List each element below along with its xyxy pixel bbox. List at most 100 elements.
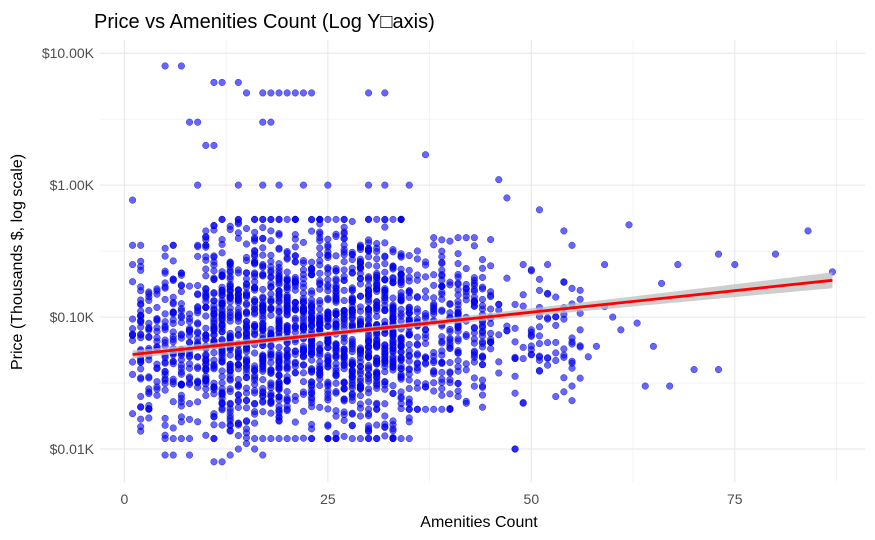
data-point	[413, 308, 421, 316]
data-point	[487, 236, 495, 244]
data-point	[544, 339, 552, 347]
data-point	[210, 275, 218, 283]
data-point	[169, 435, 177, 443]
data-point	[251, 215, 259, 223]
data-point	[552, 356, 560, 365]
data-point	[153, 334, 161, 342]
data-point	[218, 240, 226, 248]
data-point	[365, 371, 373, 379]
data-point	[291, 252, 299, 260]
data-point	[185, 318, 194, 326]
data-point	[560, 345, 568, 353]
data-point	[446, 405, 454, 413]
data-point	[226, 414, 234, 422]
data-point	[487, 345, 495, 353]
data-point	[234, 325, 242, 334]
data-point	[405, 414, 413, 422]
data-point	[194, 353, 202, 361]
data-point	[161, 431, 169, 439]
data-point	[251, 269, 259, 277]
data-point	[470, 274, 478, 282]
data-point	[413, 405, 421, 413]
data-point	[438, 391, 446, 399]
data-point	[373, 368, 381, 376]
data-point	[487, 288, 495, 296]
data-point	[381, 306, 389, 315]
data-point	[454, 357, 462, 365]
data-point	[251, 349, 259, 357]
x-tick-label: 0	[121, 491, 129, 507]
data-point	[348, 435, 356, 443]
data-point	[177, 62, 185, 70]
data-point	[242, 310, 251, 318]
data-point	[242, 253, 251, 261]
data-point	[324, 215, 332, 223]
data-point	[218, 249, 226, 257]
data-point	[153, 383, 161, 391]
data-point	[308, 227, 316, 235]
data-point	[283, 405, 291, 413]
data-point	[185, 352, 194, 360]
data-point	[267, 409, 275, 417]
data-point	[242, 417, 251, 425]
data-point	[478, 361, 487, 369]
data-point	[365, 317, 373, 325]
data-point	[381, 412, 389, 420]
data-point	[478, 382, 487, 390]
data-point	[259, 181, 267, 189]
data-point	[177, 288, 185, 296]
data-point	[251, 399, 259, 407]
data-point	[226, 427, 234, 435]
data-point	[316, 244, 324, 252]
data-point	[259, 356, 267, 365]
data-point	[267, 283, 275, 291]
data-point	[316, 297, 324, 305]
data-point	[568, 334, 576, 342]
data-point	[421, 273, 430, 281]
data-point	[430, 294, 438, 302]
data-point	[308, 309, 316, 317]
data-point	[324, 344, 332, 352]
data-point	[316, 269, 324, 277]
data-point	[251, 389, 259, 397]
data-point	[316, 305, 324, 313]
data-point	[316, 257, 324, 265]
data-point	[316, 285, 324, 293]
data-point	[365, 89, 373, 97]
data-point	[299, 434, 308, 442]
data-point	[283, 435, 291, 443]
data-point	[129, 241, 137, 249]
data-point	[275, 416, 283, 425]
data-point	[552, 392, 560, 401]
data-point	[226, 451, 234, 459]
data-point	[234, 403, 242, 412]
data-point	[308, 270, 316, 278]
data-point	[503, 274, 511, 282]
data-point	[340, 245, 348, 254]
data-point	[137, 375, 145, 383]
data-point	[487, 319, 495, 328]
data-point	[210, 349, 218, 357]
data-point	[210, 363, 218, 371]
data-point	[242, 384, 251, 392]
data-point	[242, 425, 251, 433]
data-point	[511, 324, 519, 332]
data-point	[299, 294, 308, 302]
data-point	[397, 271, 405, 279]
data-point	[348, 338, 356, 346]
data-point	[226, 259, 234, 267]
data-point	[218, 306, 226, 314]
data-point	[259, 315, 267, 323]
data-point	[129, 278, 137, 286]
data-point	[137, 427, 145, 435]
data-point	[267, 89, 275, 97]
data-point	[137, 365, 145, 373]
data-point	[478, 264, 487, 272]
data-point	[161, 244, 169, 252]
data-point	[511, 389, 519, 397]
data-point	[405, 405, 413, 413]
data-point	[267, 297, 275, 305]
data-point	[348, 269, 356, 277]
data-point	[291, 324, 299, 332]
